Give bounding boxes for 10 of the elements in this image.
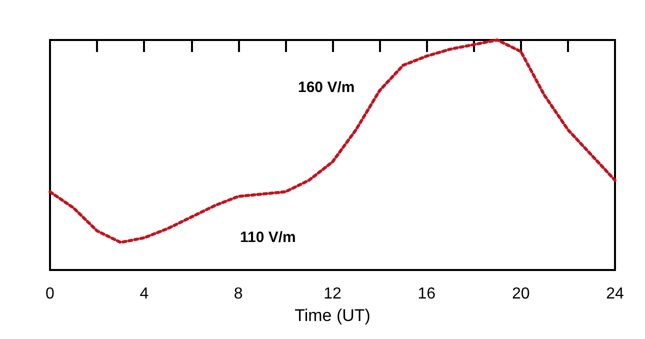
x-tick-label: 8 (234, 286, 243, 302)
x-tick-label: 24 (606, 286, 624, 302)
annotation: 160 V/m (298, 79, 355, 96)
x-tick-label: 4 (140, 286, 149, 302)
annotation: 110 V/m (240, 229, 296, 246)
x-tick-label: 20 (512, 286, 530, 302)
x-axis-title: Time (UT) (294, 306, 370, 325)
x-tick-label: 16 (418, 286, 436, 302)
x-tick-label: 12 (324, 286, 342, 302)
x-tick-label: 0 (46, 286, 55, 302)
